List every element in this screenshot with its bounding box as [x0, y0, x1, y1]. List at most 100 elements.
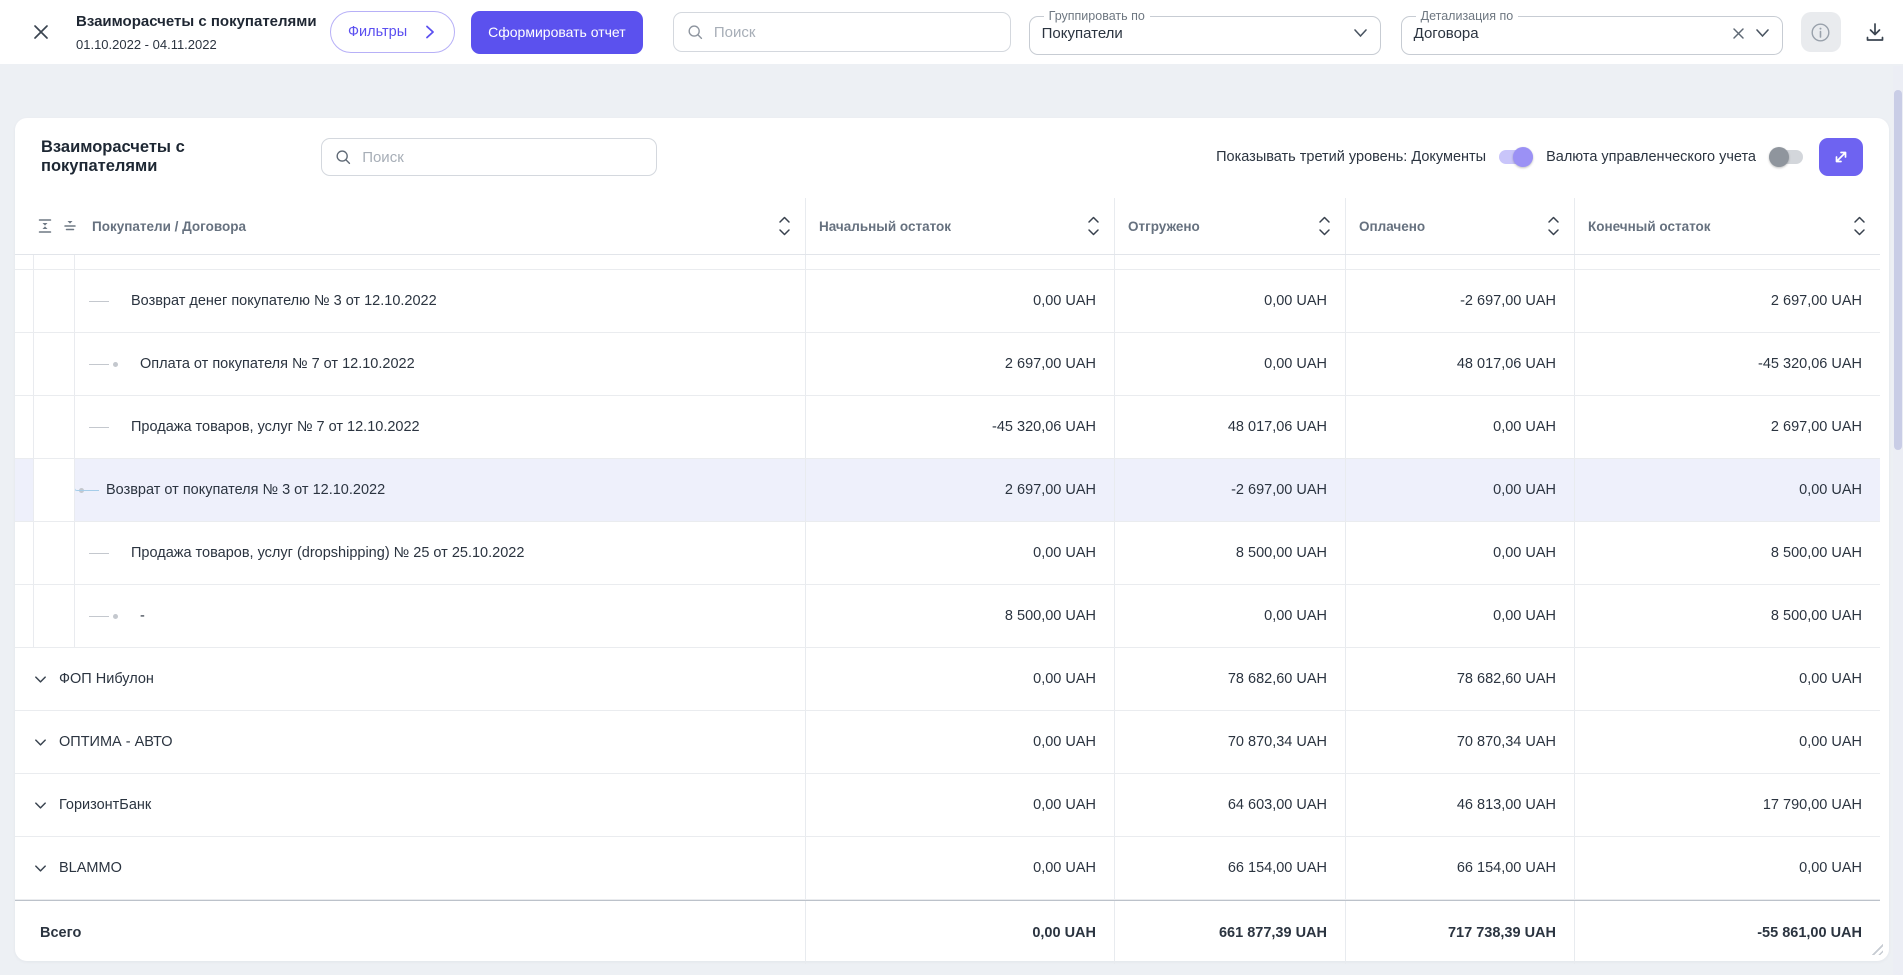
settlements-table: Покупатели / Договора Начальный остаток … — [15, 198, 1880, 964]
cell-opening-balance: 2 697,00 UAH — [805, 459, 1114, 521]
collapse-all-icon[interactable] — [37, 218, 53, 234]
chevron-down-icon[interactable] — [33, 735, 48, 750]
cell-shipped: 0,00 UAH — [1114, 585, 1345, 647]
detail-by-select[interactable]: Детализация по Договора — [1400, 9, 1783, 55]
generate-report-button[interactable]: Сформировать отчет — [471, 10, 643, 54]
cell-closing-balance: 0,00 UAH — [1574, 711, 1880, 773]
search-icon — [336, 150, 351, 165]
row-label: Всего — [40, 924, 82, 941]
filters-button[interactable]: Фильтры — [330, 11, 456, 53]
tree-dash-icon — [89, 552, 109, 554]
table-header: Покупатели / Договора Начальный остаток … — [15, 198, 1880, 255]
row-label: Оплата от покупателя № 7 от 12.10.2022 — [140, 356, 415, 372]
global-search-input[interactable] — [713, 23, 998, 41]
cell-paid: 717 738,39 UAH — [1345, 901, 1574, 964]
currency-toggle[interactable] — [1769, 147, 1803, 167]
table-row[interactable] — [15, 255, 1880, 270]
table-row[interactable]: ГоризонтБанк 0,00 UAH 64 603,00 UAH 46 8… — [15, 774, 1880, 837]
sort-icon[interactable] — [1318, 214, 1331, 238]
report-title-dropdown[interactable]: Взаиморасчеты с покупателями — [76, 13, 317, 30]
column-header-closing[interactable]: Конечный остаток — [1588, 218, 1711, 234]
expand-all-icon[interactable] — [62, 218, 78, 234]
cell-shipped: 8 500,00 UAH — [1114, 522, 1345, 584]
cell-shipped: 64 603,00 UAH — [1114, 774, 1345, 836]
cell-closing-balance: 8 500,00 UAH — [1574, 522, 1880, 584]
tree-branch-icon — [74, 459, 99, 491]
sort-icon[interactable] — [1853, 214, 1866, 238]
group-by-value: Покупатели — [1041, 24, 1123, 42]
table-row[interactable]: - 8 500,00 UAH 0,00 UAH 0,00 UAH 8 500,0… — [15, 585, 1880, 648]
cell-opening-balance: 2 697,00 UAH — [805, 333, 1114, 395]
cell-shipped: 0,00 UAH — [1114, 333, 1345, 395]
table-row[interactable]: Продажа товаров, услуг № 7 от 12.10.2022… — [15, 396, 1880, 459]
report-date-range[interactable]: 01.10.2022 - 04.11.2022 — [76, 36, 217, 52]
chevron-down-icon[interactable] — [33, 798, 48, 813]
table-row[interactable]: ОПТИМА - АВТО 0,00 UAH 70 870,34 UAH 70 … — [15, 711, 1880, 774]
vertical-scrollbar[interactable] — [1893, 66, 1903, 975]
cell-paid: -2 697,00 UAH — [1345, 270, 1574, 332]
tree-dash-icon — [89, 615, 109, 617]
cell-shipped: 70 870,34 UAH — [1114, 711, 1345, 773]
sort-icon[interactable] — [1547, 214, 1560, 238]
column-header-buyers[interactable]: Покупатели / Договора — [92, 218, 246, 234]
global-search — [672, 12, 1011, 52]
fullscreen-button[interactable] — [1819, 138, 1863, 176]
tree-gutter — [33, 585, 75, 647]
table-row[interactable]: ФОП Нибулон 0,00 UAH 78 682,60 UAH 78 68… — [15, 648, 1880, 711]
panel-title: Взаиморасчеты с покупателями — [41, 138, 185, 175]
tree-dash-icon — [89, 363, 109, 365]
tree-dash-icon — [89, 300, 109, 302]
tree-gutter — [33, 270, 75, 332]
row-label: BLAMMO — [59, 860, 122, 876]
table-row[interactable]: Всего 0,00 UAH 661 877,39 UAH 717 738,39… — [15, 900, 1880, 964]
cell-shipped — [1114, 255, 1345, 269]
cell-closing-balance: 17 790,00 UAH — [1574, 774, 1880, 836]
table-row[interactable]: Возврат от покупателя № 3 от 12.10.2022 … — [15, 459, 1880, 522]
toggle-knob — [1513, 147, 1534, 167]
table-row[interactable]: Возврат денег покупателю № 3 от 12.10.20… — [15, 270, 1880, 333]
cell-opening-balance: 0,00 UAH — [805, 711, 1114, 773]
table-row[interactable]: Продажа товаров, услуг (dropshipping) № … — [15, 522, 1880, 585]
table-row[interactable]: Оплата от покупателя № 7 от 12.10.2022 2… — [15, 333, 1880, 396]
chevron-down-icon[interactable] — [33, 672, 48, 687]
cell-opening-balance: 0,00 UAH — [805, 774, 1114, 836]
filters-label: Фильтры — [348, 24, 408, 40]
detail-by-value: Договора — [1413, 24, 1479, 42]
chevron-down-icon[interactable] — [1755, 28, 1770, 38]
cell-shipped: -2 697,00 UAH — [1114, 459, 1345, 521]
group-by-select[interactable]: Группировать по Покупатели — [1028, 9, 1381, 55]
cell-closing-balance — [1574, 255, 1880, 269]
info-button[interactable] — [1800, 12, 1841, 52]
cell-shipped: 66 154,00 UAH — [1114, 837, 1345, 899]
row-label: ОПТИМА - АВТО — [59, 734, 173, 750]
scrollbar-thumb[interactable] — [1894, 90, 1902, 450]
cell-closing-balance: 8 500,00 UAH — [1574, 585, 1880, 647]
cell-closing-balance: 2 697,00 UAH — [1574, 270, 1880, 332]
cell-paid: 48 017,06 UAH — [1345, 333, 1574, 395]
toggle-knob — [1769, 147, 1789, 167]
cell-opening-balance: 0,00 UAH — [805, 648, 1114, 710]
table-search — [321, 138, 657, 176]
chevron-down-icon[interactable] — [33, 861, 48, 876]
third-level-toggle[interactable] — [1499, 147, 1534, 167]
report-title-block: Взаиморасчеты с покупателями 01.10.2022 … — [76, 13, 317, 52]
close-icon[interactable] — [30, 21, 52, 43]
group-by-label: Группировать по — [1048, 9, 1145, 23]
cell-opening-balance: 8 500,00 UAH — [805, 585, 1114, 647]
cell-paid: 0,00 UAH — [1345, 522, 1574, 584]
table-row[interactable]: BLAMMO 0,00 UAH 66 154,00 UAH 66 154,00 … — [15, 837, 1880, 900]
cell-closing-balance: 2 697,00 UAH — [1574, 396, 1880, 458]
cell-opening-balance: 0,00 UAH — [805, 901, 1114, 964]
sort-icon[interactable] — [1087, 214, 1100, 238]
chevron-down-icon[interactable] — [1353, 28, 1368, 38]
sort-icon[interactable] — [778, 214, 791, 238]
download-button[interactable] — [1859, 16, 1891, 48]
arrow-right-icon — [426, 25, 435, 39]
row-label: Продажа товаров, услуг (dropshipping) № … — [131, 545, 525, 561]
cell-closing-balance: -55 861,00 UAH — [1574, 901, 1880, 964]
column-header-paid[interactable]: Оплачено — [1359, 218, 1426, 234]
clear-icon[interactable] — [1732, 27, 1745, 40]
table-search-input[interactable] — [362, 148, 644, 166]
column-header-shipped[interactable]: Отгружено — [1128, 218, 1200, 234]
column-header-opening[interactable]: Начальный остаток — [819, 218, 952, 234]
